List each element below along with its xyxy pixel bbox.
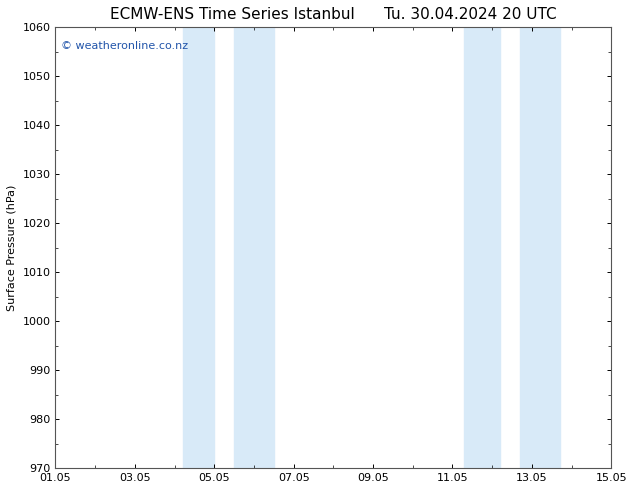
Bar <box>520 27 560 468</box>
Bar <box>464 27 500 468</box>
Text: © weatheronline.co.nz: © weatheronline.co.nz <box>61 41 188 50</box>
Title: ECMW-ENS Time Series Istanbul      Tu. 30.04.2024 20 UTC: ECMW-ENS Time Series Istanbul Tu. 30.04.… <box>110 7 557 22</box>
Bar <box>234 27 274 468</box>
Y-axis label: Surface Pressure (hPa): Surface Pressure (hPa) <box>7 185 17 311</box>
Bar <box>183 27 214 468</box>
